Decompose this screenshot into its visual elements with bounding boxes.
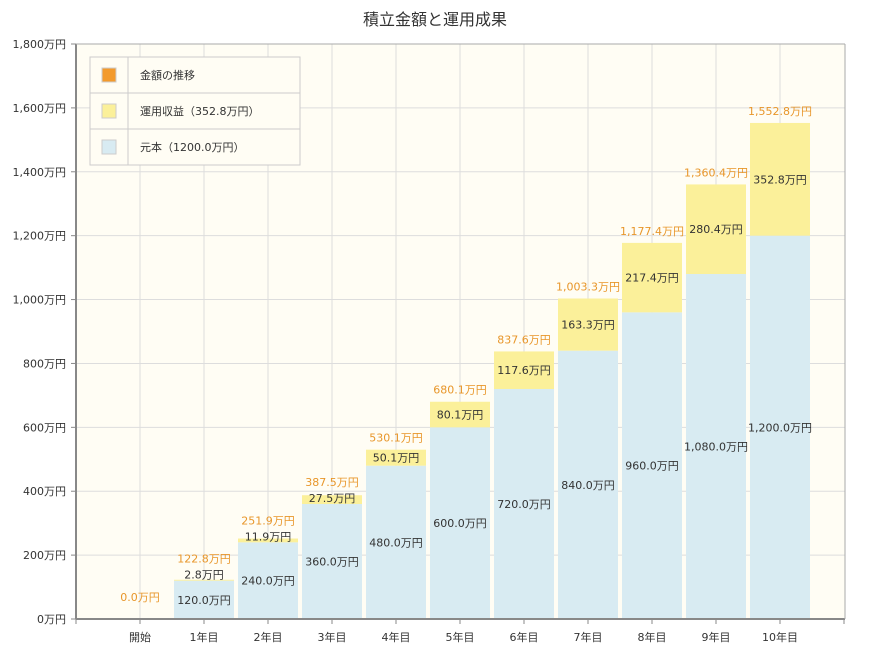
legend-label: 運用収益（352.8万円） <box>140 104 260 118</box>
bar-profit <box>494 351 554 389</box>
bar-principal <box>174 580 234 619</box>
y-tick-label: 200万円 <box>23 549 66 562</box>
legend-swatch <box>101 103 117 119</box>
bar-profit <box>622 242 682 313</box>
total-label: 0.0万円 <box>120 591 160 604</box>
bar-label-principal: 840.0万円 <box>561 479 615 492</box>
legend <box>89 56 301 166</box>
y-tick-label: 1,600万円 <box>13 102 67 115</box>
x-tick-label: 6年目 <box>510 630 539 644</box>
x-tick-label: 3年目 <box>318 630 347 644</box>
total-label: 1,177.4万円 <box>620 225 684 238</box>
bar-principal <box>750 235 810 619</box>
legend-label: 金額の推移 <box>140 68 195 82</box>
total-label: 122.8万円 <box>177 553 231 566</box>
legend-label: 元本（1200.0万円） <box>140 140 245 154</box>
total-label: 1,360.4万円 <box>684 166 748 179</box>
y-tick-label: 1,200万円 <box>13 230 67 243</box>
total-label: 387.5万円 <box>305 476 359 489</box>
x-tick-label: 4年目 <box>382 630 411 644</box>
x-tick-label: 1年目 <box>190 630 219 644</box>
bar-label-profit: 163.3万円 <box>561 319 615 332</box>
y-tick-label: 1,400万円 <box>13 166 67 179</box>
legend-swatch <box>101 67 117 83</box>
y-tick-label: 1,800万円 <box>13 38 67 51</box>
total-label: 680.1万円 <box>433 384 487 397</box>
bar-label-principal: 360.0万円 <box>305 556 359 569</box>
bar-principal <box>558 350 618 619</box>
bar-label-principal: 120.0万円 <box>177 594 231 607</box>
bar-label-principal: 1,200.0万円 <box>748 421 812 434</box>
bar-label-profit: 80.1万円 <box>437 409 484 422</box>
bar-principal <box>622 312 682 619</box>
y-tick-label: 400万円 <box>23 485 66 498</box>
x-tick-label: 9年目 <box>702 630 731 644</box>
bar-label-principal: 1,080.0万円 <box>684 441 748 454</box>
bar-principal <box>430 427 490 619</box>
bar-label-principal: 960.0万円 <box>625 460 679 473</box>
bar-principal <box>494 389 554 619</box>
bar-profit <box>686 184 746 274</box>
bar-label-profit: 27.5万円 <box>309 492 356 505</box>
bar-label-profit: 280.4万円 <box>689 223 743 236</box>
bar-label-profit: 217.4万円 <box>625 272 679 285</box>
bar-label-principal: 720.0万円 <box>497 498 551 511</box>
bar-profit <box>174 579 234 581</box>
bar-label-principal: 240.0万円 <box>241 575 295 588</box>
chart-title: 積立金額と運用成果 <box>363 10 507 29</box>
bar-profit <box>302 495 362 504</box>
bar-profit <box>430 401 490 428</box>
bar-profit <box>750 122 810 236</box>
legend-swatch <box>101 139 117 155</box>
bar-profit <box>558 298 618 351</box>
bar-label-principal: 480.0万円 <box>369 536 423 549</box>
x-tick-label: 開始 <box>129 630 151 644</box>
x-tick-label: 7年目 <box>574 630 603 644</box>
x-tick-label: 2年目 <box>254 630 283 644</box>
total-label: 1,003.3万円 <box>556 281 620 294</box>
bar-principal <box>302 504 362 619</box>
bar-label-profit: 11.9万円 <box>245 530 292 543</box>
x-tick-label: 5年目 <box>446 630 475 644</box>
bar-principal <box>238 542 298 619</box>
total-label: 837.6万円 <box>497 333 551 346</box>
bar-label-principal: 600.0万円 <box>433 517 487 530</box>
y-tick-label: 0万円 <box>37 613 66 626</box>
bar-principal <box>686 274 746 619</box>
y-tick-label: 1,000万円 <box>13 294 67 307</box>
bar-label-profit: 352.8万円 <box>753 173 807 186</box>
total-label: 530.1万円 <box>369 432 423 445</box>
y-tick-label: 800万円 <box>23 357 66 370</box>
bar-label-profit: 117.6万円 <box>497 364 551 377</box>
x-tick-label: 8年目 <box>638 630 667 644</box>
y-tick-label: 600万円 <box>23 421 66 434</box>
bar-label-profit: 2.8万円 <box>184 569 224 582</box>
x-tick-label: 10年目 <box>762 630 798 644</box>
bar-profit <box>238 538 298 543</box>
total-label: 251.9万円 <box>241 514 295 527</box>
bar-profit <box>366 449 426 466</box>
total-label: 1,552.8万円 <box>748 105 812 118</box>
bar-principal <box>366 465 426 619</box>
bar-label-profit: 50.1万円 <box>373 452 420 465</box>
